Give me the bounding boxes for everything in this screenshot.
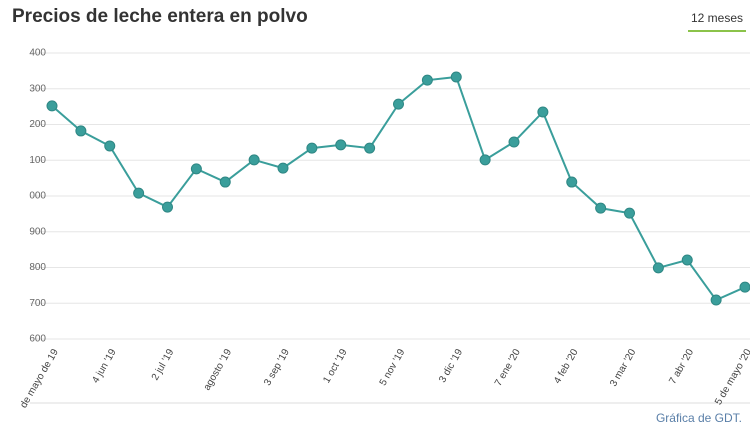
- x-tick-label: 3 sep '19: [262, 347, 292, 388]
- point: [364, 142, 376, 154]
- point: [277, 162, 289, 174]
- x-tick-label: 1 oct '19: [321, 347, 349, 385]
- x-tick-label: 3 dic '19: [437, 347, 465, 385]
- point: [537, 106, 549, 118]
- point: [421, 74, 433, 86]
- x-tick-label: 7 abr '20: [667, 347, 696, 386]
- point: [190, 163, 202, 175]
- x-tick-label: 2 jul '19: [150, 347, 177, 382]
- point: [479, 154, 491, 166]
- range-button[interactable]: 12 meses: [691, 11, 743, 25]
- line: [51, 75, 746, 302]
- point: [739, 281, 750, 293]
- y-tick-label: 700: [29, 298, 46, 309]
- point: [710, 294, 722, 306]
- point: [508, 136, 520, 148]
- y-tick-label: 300: [29, 83, 46, 94]
- point: [450, 71, 462, 83]
- x-tick-label: 4 feb '20: [552, 347, 581, 386]
- point: [595, 202, 607, 214]
- point: [681, 254, 693, 266]
- x-tick-label: 4 jun '19: [90, 347, 118, 385]
- point: [248, 154, 260, 166]
- point: [393, 98, 404, 110]
- y-tick-label: 900: [29, 226, 46, 237]
- point: [75, 125, 87, 137]
- chart-title: Precios de leche entera en polvo: [12, 6, 308, 27]
- x-tick-label: 5 nov '19: [378, 347, 408, 388]
- point: [566, 176, 578, 188]
- y-tick-label: 800: [29, 262, 46, 273]
- point: [335, 139, 347, 151]
- y-tick-label: 100: [29, 155, 46, 166]
- point: [133, 187, 145, 199]
- y-tick-label: 400: [29, 48, 46, 59]
- y-tick-label: 000: [29, 191, 46, 202]
- point: [46, 100, 58, 112]
- x-tick-label: agosto '19: [202, 347, 235, 393]
- point: [624, 207, 635, 219]
- x-tick-label: 7 ene '20: [493, 347, 523, 388]
- credit: Gráfica de GDT.: [656, 411, 742, 425]
- point: [219, 176, 231, 188]
- x-tick-label: 3 mar '20: [608, 347, 638, 389]
- point: [306, 142, 318, 154]
- x-tick-label: de mayo de 19: [18, 347, 61, 410]
- x-tick-label: 5 de mayo '20: [713, 347, 750, 407]
- y-tick-label: 600: [29, 334, 46, 345]
- range-underline: [688, 30, 746, 32]
- y-tick-label: 200: [29, 119, 46, 130]
- point: [162, 201, 173, 213]
- point: [104, 140, 116, 152]
- point: [652, 262, 664, 274]
